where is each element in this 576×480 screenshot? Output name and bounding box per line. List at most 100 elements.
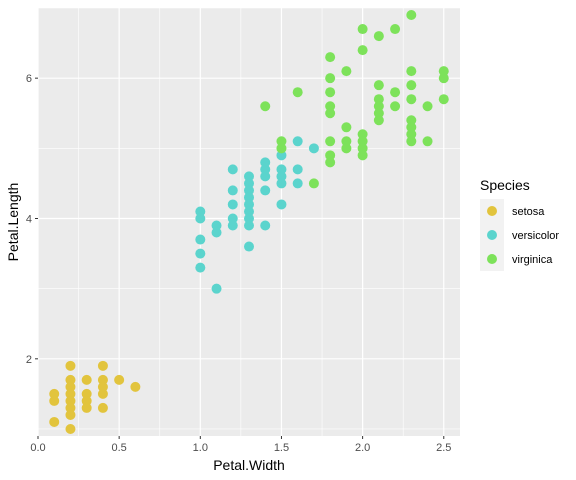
x-tick-label: 0.5 — [112, 442, 127, 454]
setosa-point — [97, 360, 108, 371]
x-tick-label: 2.0 — [355, 442, 370, 454]
legend-title: Species — [480, 177, 530, 193]
virginica-point — [373, 80, 384, 91]
setosa-point — [81, 402, 92, 413]
virginica-point — [325, 136, 336, 147]
versicolor-point — [244, 206, 254, 217]
versicolor-point — [227, 213, 238, 224]
versicolor-point — [211, 220, 222, 231]
virginica-point — [422, 101, 433, 112]
virginica-point — [341, 66, 352, 77]
legend: Species setosa versicolor virginica — [480, 177, 559, 271]
versicolor-point — [276, 150, 287, 161]
versicolor-point — [244, 241, 254, 252]
versicolor-point — [195, 213, 206, 224]
y-tick-label: 4 — [26, 213, 32, 225]
y-axis-ticks: 2 4 6 — [26, 73, 38, 366]
setosa-point — [49, 416, 60, 427]
virginica-point — [260, 101, 271, 112]
virginica-point — [357, 143, 368, 154]
setosa-point — [97, 402, 108, 413]
virginica-point — [438, 73, 449, 84]
setosa-point — [97, 381, 108, 392]
versicolor-point — [244, 185, 254, 196]
y-tick-label: 2 — [26, 354, 32, 366]
virginica-point — [357, 45, 368, 56]
setosa-point — [65, 395, 76, 406]
legend-label-versicolor: versicolor — [512, 230, 559, 242]
x-tick-label: 1.0 — [193, 442, 208, 454]
virginica-point — [406, 80, 417, 91]
versicolor-point — [308, 143, 319, 154]
virginica-point — [406, 94, 417, 105]
virginica-point — [325, 157, 336, 168]
virginica-point — [341, 143, 352, 154]
setosa-point — [97, 388, 108, 399]
setosa-point — [114, 374, 125, 385]
versicolor-point — [292, 136, 303, 147]
virginica-point — [325, 108, 336, 119]
versicolor-point — [276, 199, 287, 210]
setosa-point — [65, 409, 76, 420]
versicolor-point — [260, 164, 271, 175]
versicolor-point — [244, 213, 254, 224]
virginica-point — [406, 136, 417, 147]
versicolor-point — [244, 178, 254, 189]
virginica-point — [406, 66, 417, 77]
setosa-point — [81, 374, 92, 385]
versicolor-point — [276, 171, 287, 182]
versicolor-point — [195, 248, 206, 259]
virginica-point — [373, 94, 384, 105]
virginica-point — [438, 66, 449, 77]
setosa-point — [49, 395, 60, 406]
y-axis-title: Petal.Length — [5, 183, 21, 262]
legend-items: setosa versicolor virginica — [480, 199, 559, 271]
versicolor-point — [276, 164, 287, 175]
virginica-point — [357, 136, 368, 147]
setosa-point — [65, 402, 76, 413]
virginica-point — [373, 31, 384, 42]
versicolor-point — [211, 283, 222, 294]
versicolor-point — [292, 178, 303, 189]
virginica-point — [373, 108, 384, 119]
versicolor-point — [244, 220, 254, 231]
versicolor-point — [260, 220, 271, 231]
legend-label-setosa: setosa — [512, 206, 545, 218]
setosa-point — [65, 388, 76, 399]
virginica-point — [406, 122, 417, 133]
virginica-point — [406, 129, 417, 140]
x-axis-ticks: 0.0 0.5 1.0 1.5 2.0 2.5 — [30, 436, 451, 454]
versicolor-point — [227, 185, 238, 196]
virginica-point — [390, 87, 401, 98]
virginica-point — [438, 94, 449, 105]
virginica-point — [325, 52, 336, 63]
setosa-point — [130, 381, 141, 392]
virginica-point — [357, 129, 368, 140]
virginica-point — [276, 143, 287, 154]
virginica-point — [422, 136, 433, 147]
versicolor-point — [244, 199, 254, 210]
versicolor-point — [227, 199, 238, 210]
versicolor-point — [260, 157, 271, 168]
virginica-point — [325, 101, 336, 112]
versicolor-point — [227, 220, 238, 231]
virginica-point — [373, 115, 384, 126]
y-tick-label: 6 — [26, 73, 32, 85]
x-axis-title: Petal.Width — [213, 457, 285, 473]
major-gridlines — [37, 8, 460, 436]
virginica-point — [308, 178, 319, 189]
virginica-point — [357, 24, 368, 35]
virginica-point — [373, 101, 384, 112]
versicolor-point — [195, 234, 206, 245]
virginica-point — [390, 101, 401, 112]
versicolor-point — [292, 164, 303, 175]
setosa-point — [49, 388, 60, 399]
versicolor-point — [260, 185, 271, 196]
legend-swatch-virginica — [487, 254, 497, 264]
virginica-point — [341, 136, 352, 147]
setosa-point — [81, 395, 92, 406]
versicolor-point — [195, 206, 206, 217]
versicolor-point — [244, 171, 254, 182]
virginica-point — [406, 115, 417, 126]
